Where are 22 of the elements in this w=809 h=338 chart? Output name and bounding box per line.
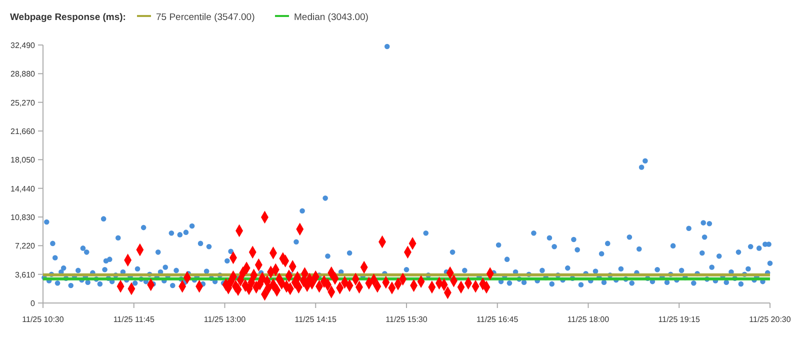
x-tick-label: 11/25 16:45 [476,315,519,324]
x-tick-label: 11/25 19:15 [658,315,701,324]
y-tick-label: 0 [30,299,36,308]
x-tick-label: 11/25 14:15 [294,315,338,324]
y-tick-label: 28,880 [10,70,36,79]
x-tick-label: 11/25 18:00 [567,315,610,324]
x-tick-label: 11/25 11:45 [113,315,155,324]
y-tick-label: 21,660 [10,127,36,136]
legend-label: Median (3043.00) [294,12,368,23]
x-tick-label: 11/25 15:30 [386,315,428,324]
x-tick-label: 11/25 20:30 [749,315,792,324]
legend-label: 75 Percentile (3547.00) [156,12,255,23]
x-tick-label: 11/25 13:00 [204,315,246,324]
x-tick-label: 11/25 10:30 [22,315,64,324]
chart-title: Webpage Response (ms): [10,12,126,23]
y-tick-label: 14,440 [10,184,36,194]
y-tick-label: 10,830 [10,213,36,222]
y-tick-label: 18,050 [10,156,36,165]
y-tick-label: 32,490 [10,41,36,50]
y-tick-label: 3,610 [14,270,36,280]
y-tick-label: 7,220 [14,242,36,251]
y-tick-label: 25,270 [10,98,36,108]
